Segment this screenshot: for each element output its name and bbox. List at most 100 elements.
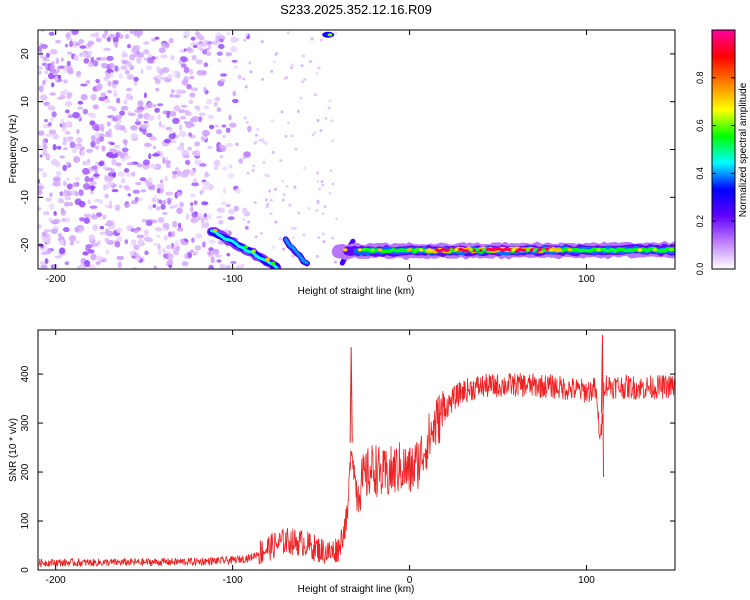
spectrogram-cell [246, 171, 250, 175]
spectrogram-cell [205, 47, 210, 51]
spectrogram-cell [38, 187, 42, 192]
spectrogram-cell [315, 209, 319, 213]
spectrogram-cell [301, 80, 305, 84]
spectrogram-cell [67, 51, 72, 55]
spectrogram-cell [44, 119, 48, 123]
spectrogram-cell [155, 87, 160, 92]
spectrogram-cell [247, 220, 251, 224]
spectrogram-cell [262, 160, 266, 164]
spectrogram-cell [132, 189, 141, 194]
spectrogram-cell [71, 30, 79, 36]
spectrogram-cell [291, 254, 295, 258]
spectrogram-cell [228, 208, 236, 214]
spectrogram-cell [169, 93, 174, 98]
spectrogram-cell [112, 171, 117, 178]
spectrogram-cell [72, 111, 80, 119]
spectrogram-cell [124, 30, 128, 33]
spectrogram-cell [202, 39, 210, 43]
spectrogram-cell [233, 205, 239, 212]
y-tick-label: -10 [20, 190, 31, 205]
spectrogram-cell [38, 168, 44, 172]
spectrogram-cell [231, 98, 239, 104]
spectrogram-cell [180, 241, 189, 246]
spectrogram-cell [153, 265, 157, 269]
spectrogram-cell [58, 247, 66, 254]
spectrogram-cell [254, 235, 258, 239]
spectrogram-cell [59, 95, 66, 100]
spectrogram-cell [94, 31, 99, 38]
spectrogram-cell [131, 171, 136, 177]
spectrogram-cell [222, 188, 227, 194]
spectrogram-cell [125, 93, 132, 101]
spectrogram-cell [111, 189, 119, 193]
spectrogram-cell [136, 234, 145, 239]
spectrogram-cell [95, 161, 99, 167]
spectrogram-cell [244, 85, 248, 89]
spectrogram-cell [270, 69, 274, 73]
x-tick-label: -100 [223, 575, 243, 586]
spectrogram-cell [213, 159, 221, 167]
spectrogram-cell [120, 105, 129, 111]
spectrogram-cell [291, 236, 295, 240]
spectrogram-cell [288, 203, 292, 207]
spectrogram-cell [155, 206, 162, 211]
spectrogram-cell [133, 76, 139, 82]
spectrogram-cell [98, 161, 105, 167]
spectrogram-cell [41, 231, 47, 237]
spectrogram-cell [309, 60, 313, 64]
spectrogram-cell [188, 99, 194, 105]
spectrogram-cell [184, 110, 192, 117]
colorbar-tick-label: 0.0 [695, 263, 705, 276]
spectrogram-cell [316, 118, 320, 122]
spectrogram-cell [181, 261, 189, 267]
spectrogram-cell [72, 148, 77, 154]
spectrogram-cell [264, 173, 268, 177]
spectrogram-cell [532, 248, 538, 252]
spectrogram-cell [68, 113, 73, 117]
colorbar-gradient [711, 29, 736, 270]
spectrogram-cell [281, 198, 285, 202]
spectrogram-cell [78, 189, 84, 196]
spectrogram-cell [172, 117, 180, 125]
spectrogram-cell [158, 121, 163, 128]
spectrogram-cell [116, 97, 121, 104]
spectrogram-cell [148, 177, 153, 184]
spectrogram-cell [98, 136, 105, 142]
spectrogram-cell [188, 68, 194, 76]
spectrogram-cell [293, 185, 297, 189]
spectrogram-cell [69, 40, 74, 48]
spectrogram-cell [269, 212, 273, 216]
spectrogram-cell [54, 75, 59, 81]
colorbar-tick-label: 0.8 [695, 72, 705, 85]
spectrogram-cell [38, 144, 43, 149]
spectrogram-cell [212, 248, 220, 255]
spectrogram-cell [160, 203, 166, 210]
spectrogram-cell [219, 155, 224, 159]
spectrogram-cell [482, 248, 487, 252]
spectrogram-cell [208, 124, 215, 130]
spectrogram-cell [64, 65, 69, 71]
spectrogram-cell [289, 66, 293, 70]
spectrogram-cell [50, 228, 59, 234]
spectrogram-cell [86, 148, 94, 154]
spectrogram-cell [316, 199, 320, 203]
spectrogram-cell [185, 213, 190, 221]
spectrogram-cell [245, 33, 249, 37]
spectrogram-cell [146, 57, 154, 64]
spectrogram-cell [200, 217, 205, 224]
spectrogram-cell [602, 248, 607, 252]
spectrogram-cell [272, 60, 276, 64]
spectrogram-cell [177, 222, 182, 229]
spectrogram-cell [90, 253, 97, 261]
spectrogram-cell [165, 157, 169, 161]
spectrogram-cell [74, 226, 79, 233]
spectrogram-cell [248, 61, 252, 65]
spectrogram-cell [280, 110, 284, 114]
spectrogram-cell [48, 31, 55, 36]
spectrogram-cell [165, 191, 174, 196]
spectrogram-cell [264, 198, 268, 202]
spectrogram-cell [215, 215, 223, 219]
spectrogram-cell [49, 92, 57, 96]
spectrogram-cell [42, 171, 48, 178]
spectrogram-cell [156, 103, 164, 107]
